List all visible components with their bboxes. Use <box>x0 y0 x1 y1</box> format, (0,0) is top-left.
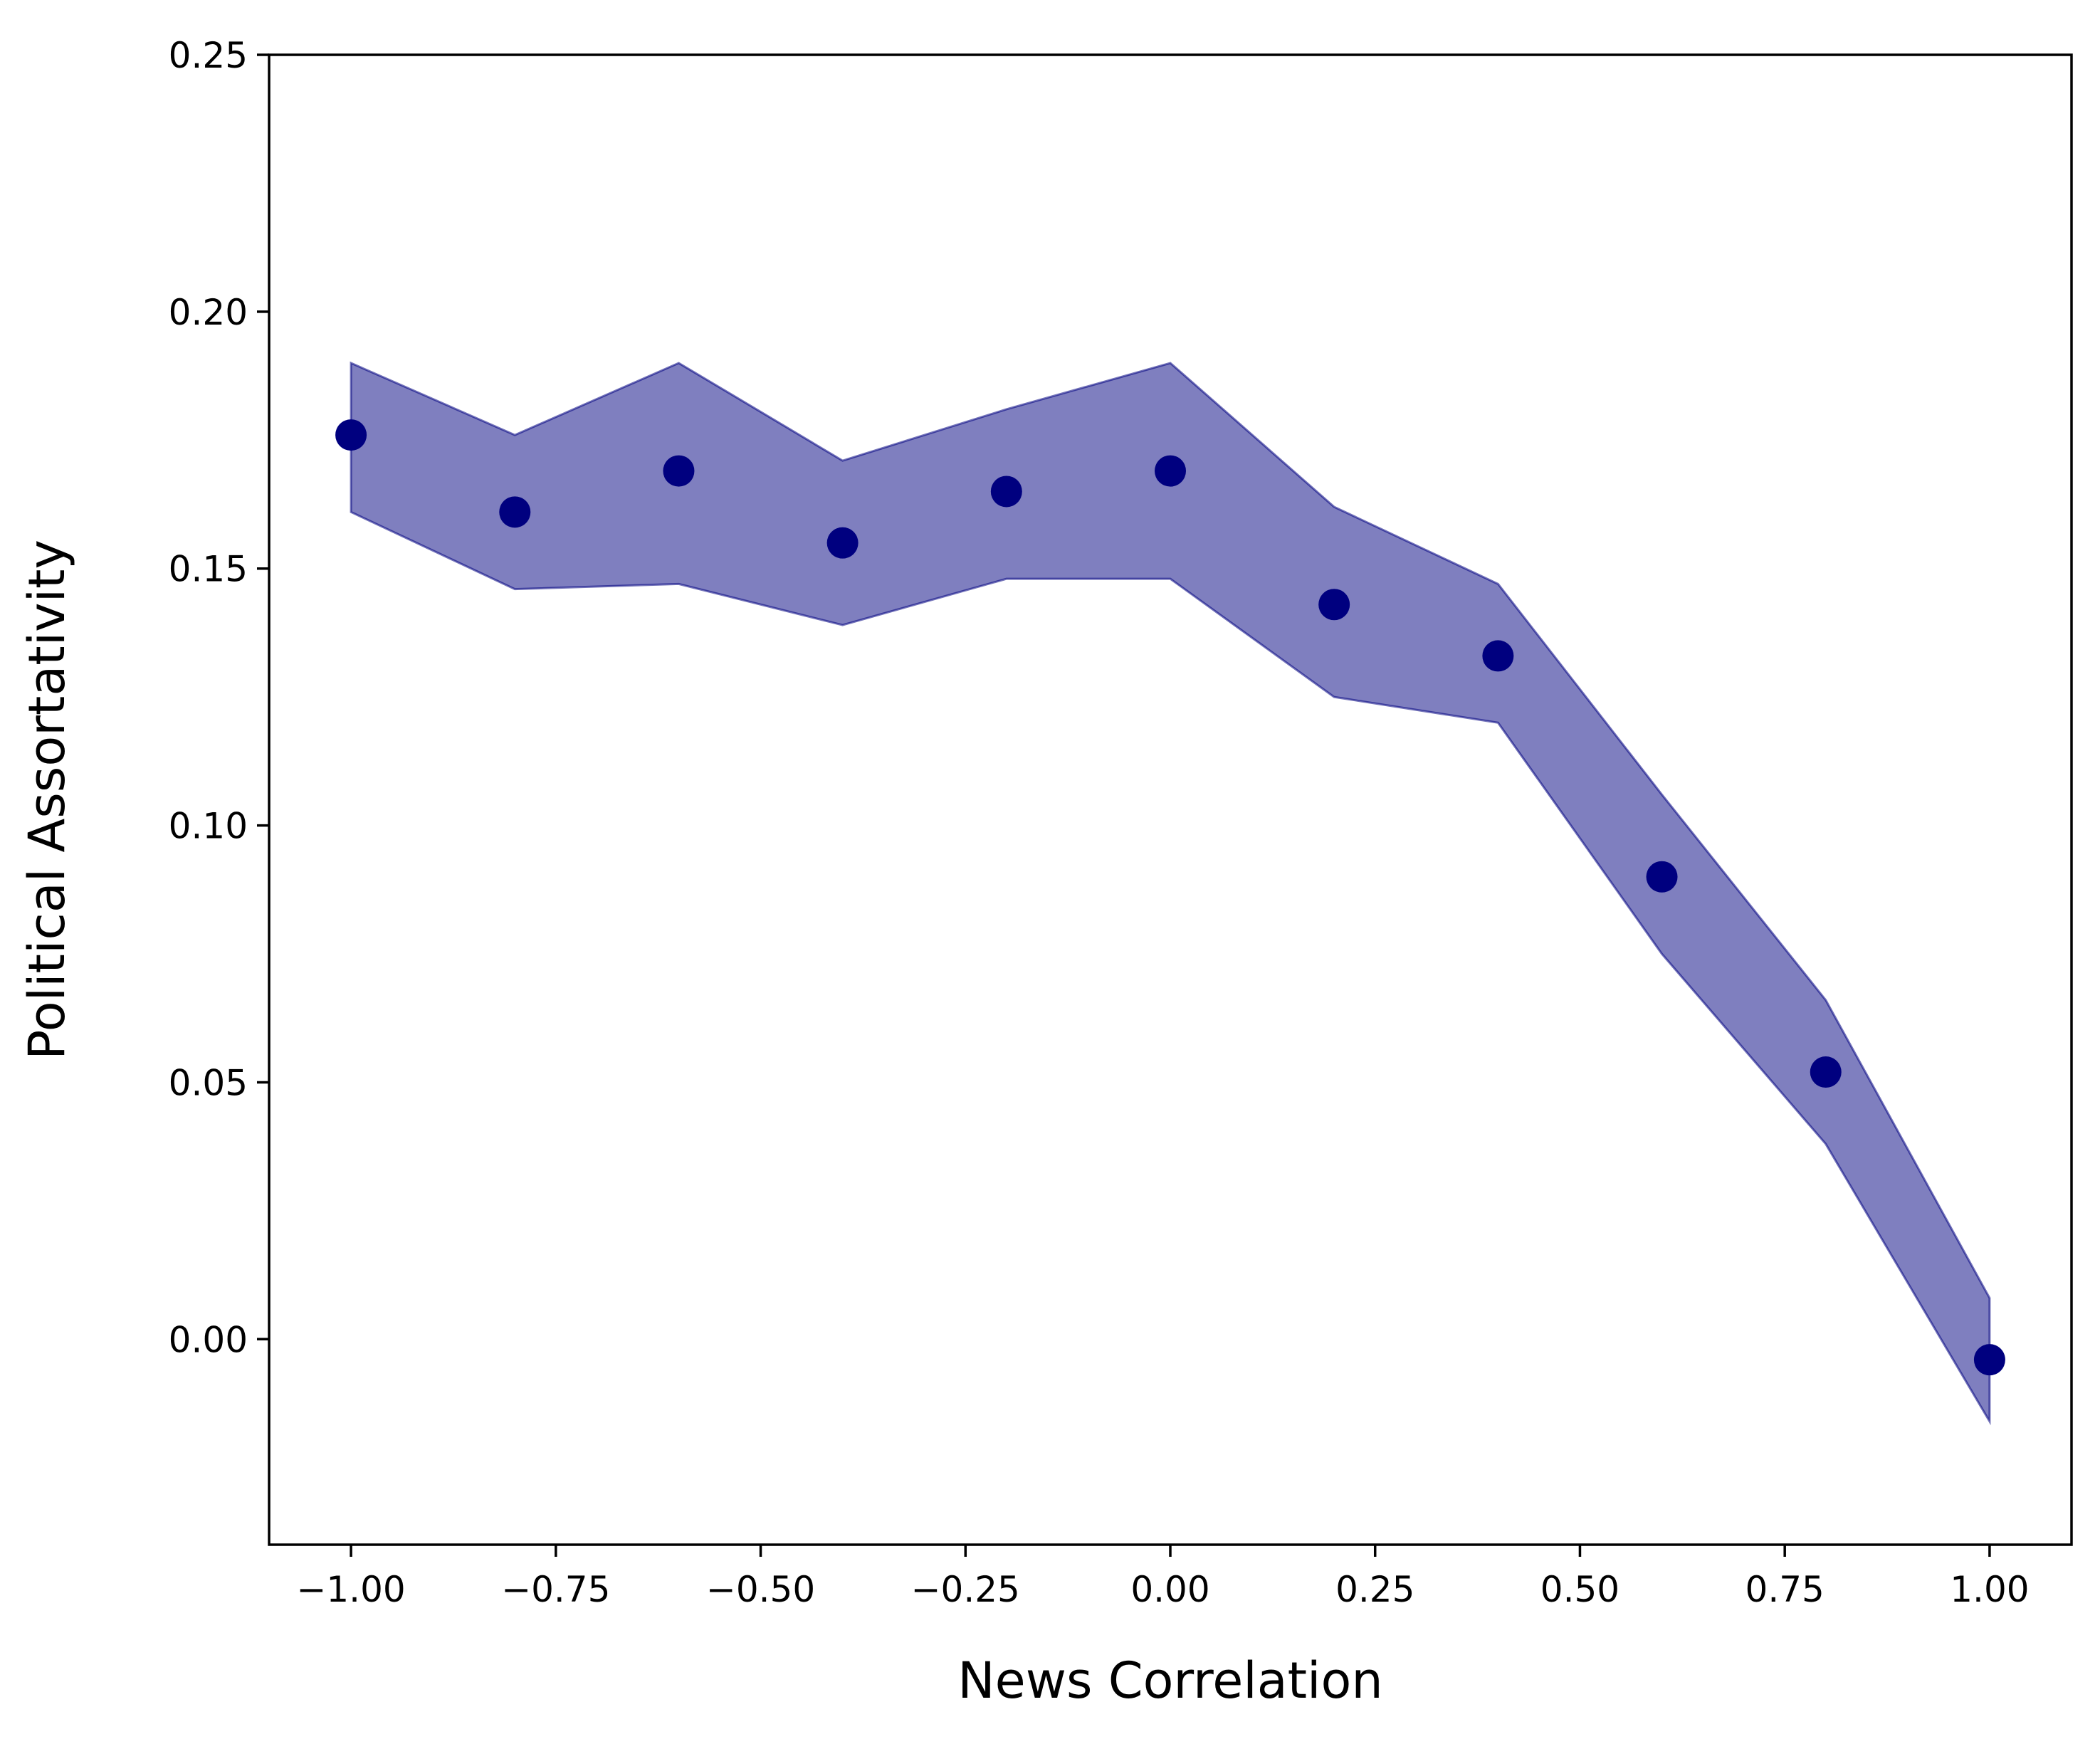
x-tick-label: −0.50 <box>706 1569 815 1610</box>
data-point <box>826 527 859 559</box>
data-point <box>1973 1344 2005 1376</box>
confidence-band-layer <box>350 361 1991 1426</box>
data-point <box>1810 1056 1842 1088</box>
y-axis-label: Political Assortativity <box>18 540 76 1060</box>
data-point <box>663 455 695 487</box>
data-point <box>499 496 531 528</box>
y-tick-label: 0.00 <box>169 1319 248 1360</box>
x-tick-label: 1.00 <box>1950 1569 2029 1610</box>
y-tick-label: 0.25 <box>169 35 248 76</box>
y-axis: 0.00 0.05 0.10 0.15 0.20 0.25 <box>169 35 269 1360</box>
data-point <box>1646 861 1678 893</box>
x-tick-label: −1.00 <box>296 1569 405 1610</box>
x-tick-label: −0.75 <box>501 1569 610 1610</box>
x-tick-label: 0.75 <box>1745 1569 1825 1610</box>
x-tick-label: 0.25 <box>1335 1569 1414 1610</box>
y-tick-label: 0.20 <box>169 292 248 333</box>
data-point <box>1155 455 1186 487</box>
x-tick-label: −0.25 <box>911 1569 1020 1610</box>
plot-frame <box>268 53 2073 1546</box>
data-point <box>1482 640 1514 672</box>
data-point <box>335 419 367 451</box>
data-point-layer <box>335 419 2005 1376</box>
data-point <box>990 476 1022 508</box>
y-tick-label: 0.10 <box>169 806 248 847</box>
y-tick-label: 0.05 <box>169 1062 248 1103</box>
x-tick-label: 0.50 <box>1540 1569 1619 1610</box>
x-axis-label: News Correlation <box>957 1651 1382 1710</box>
y-tick-label: 0.15 <box>169 549 248 590</box>
confidence-band <box>350 361 1991 1426</box>
x-tick-label: 0.00 <box>1130 1569 1209 1610</box>
data-point <box>1318 589 1350 621</box>
x-axis: −1.00 −0.75 −0.50 −0.25 0.00 0.25 0.50 0.75 1.00 <box>296 1545 2030 1610</box>
